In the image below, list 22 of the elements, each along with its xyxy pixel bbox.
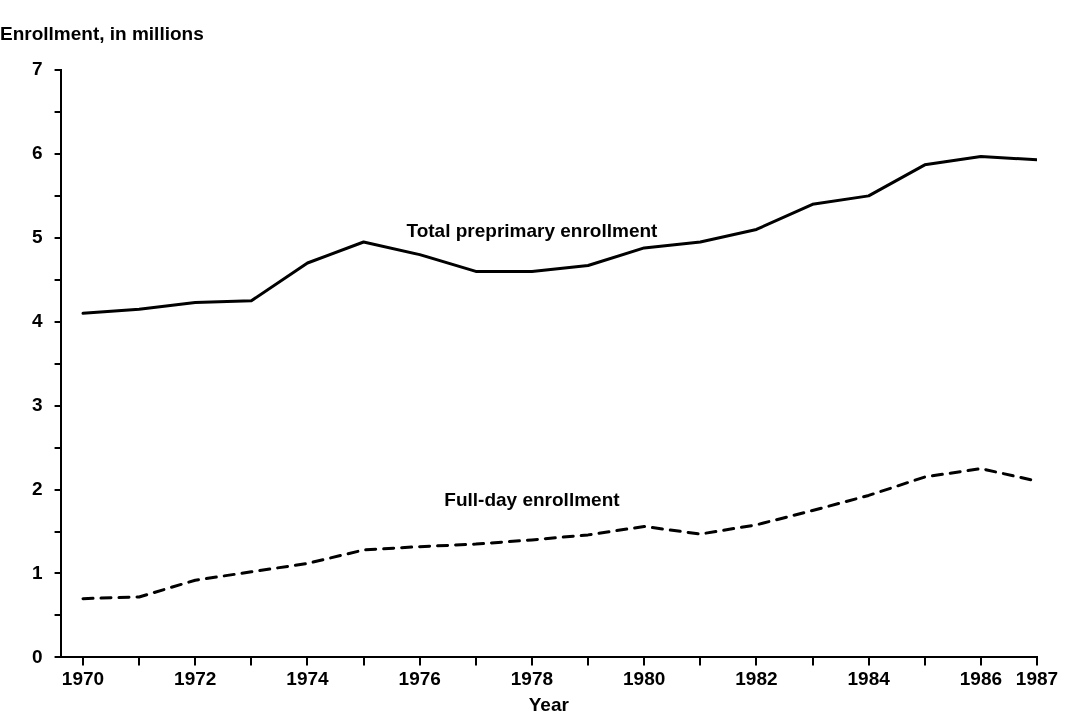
x-tick-label: 1986 [959,668,1003,690]
series-label: Total preprimary enrollment [406,220,659,242]
x-tick-label: 1987 [1015,668,1059,690]
y-tick-label: 5 [31,226,43,248]
y-axis-title: Enrollment, in millions [0,22,204,44]
y-tick-label: 6 [31,142,43,164]
x-tick-label: 1978 [510,668,554,690]
y-tick-label: 4 [31,309,43,331]
x-tick-label: 1976 [398,668,441,690]
x-tick-label: 1980 [623,668,666,690]
x-axis-title: Year [528,693,570,715]
x-tick-label: 1970 [61,668,105,690]
y-tick-label: 1 [31,561,43,583]
y-tick-label: 7 [31,58,43,80]
x-tick-label: 1972 [174,668,217,690]
x-tick-label: 1984 [847,668,891,690]
y-tick-label: 3 [31,393,43,415]
series-label: Full-day enrollment [444,488,621,510]
x-tick-label: 1982 [735,668,778,690]
y-tick-label: 2 [31,477,43,499]
y-tick-label: 0 [31,645,43,667]
x-tick-label: 1974 [286,668,330,690]
